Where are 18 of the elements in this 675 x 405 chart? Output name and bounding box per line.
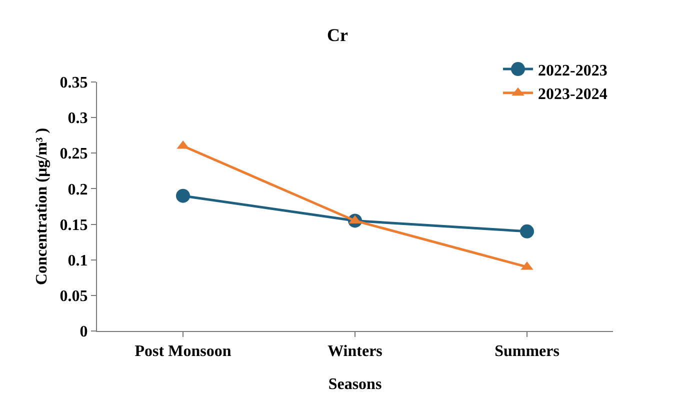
y-tick-label: 0.15 [60, 216, 88, 234]
y-tick-label: 0 [80, 324, 88, 341]
y-tick-label: 0.1 [68, 252, 88, 270]
y-axis-title: Concentration (µg/m³ ) [34, 128, 51, 286]
legend-label: 2023-2024 [538, 86, 608, 104]
x-tick-label: Winters [328, 343, 382, 360]
legend-label: 2022-2023 [538, 62, 608, 80]
point [176, 188, 190, 203]
y-tick-label: 0.25 [60, 146, 88, 163]
y-tick-label: 0.3 [68, 110, 88, 128]
y-tick-label: 0.2 [68, 181, 88, 198]
y-tick-label: 0.05 [60, 288, 88, 306]
x-tick-label: Post Monsoon [134, 343, 232, 360]
chart-title: Cr [327, 24, 348, 45]
x-tick-label: Summers [494, 343, 560, 360]
y-tick-label: 0.35 [60, 74, 88, 92]
point [520, 224, 534, 238]
x-axis-title: Seasons [328, 376, 382, 393]
